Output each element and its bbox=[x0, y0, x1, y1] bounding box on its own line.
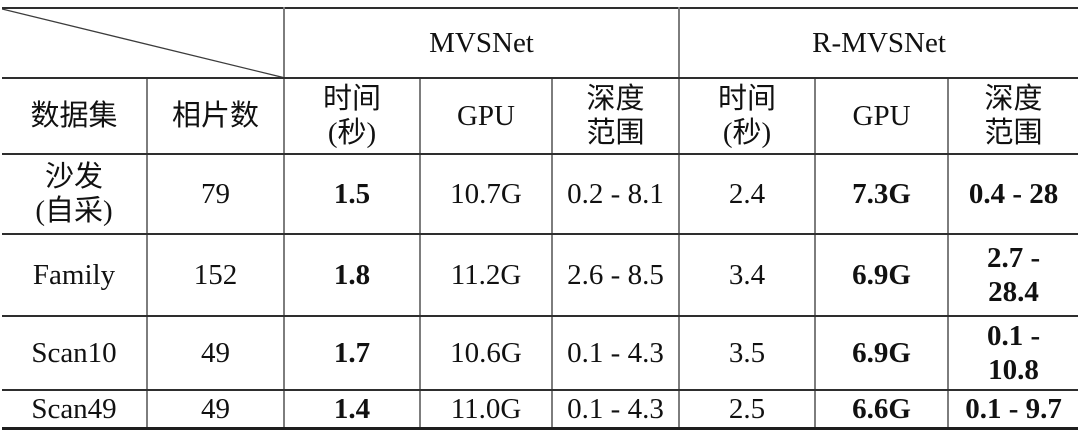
table-row-sofa: 沙发 (自采) 79 1.5 10.7G 0.2 - 8.1 2.4 7.3G … bbox=[2, 153, 1079, 236]
col-header-time-mvsnet: 时间 (秒) bbox=[283, 77, 421, 156]
mvsnet-comparison-table: MVSNet R-MVSNet 数据集 相片数 时间 (秒) GPU 深度 范围… bbox=[2, 6, 1079, 430]
mvsnet-time-cell: 1.7 bbox=[283, 315, 421, 392]
rmvsnet-gpu-cell: 6.9G bbox=[814, 233, 950, 318]
mvsnet-time-cell: 1.4 bbox=[283, 389, 421, 430]
mvsnet-depth-cell: 0.1 - 4.3 bbox=[550, 389, 681, 430]
col-header-depth-rmvsnet: 深度 范围 bbox=[947, 77, 1079, 156]
row-label-cell: Family bbox=[2, 233, 148, 318]
col-header-gpu-rmvsnet: GPU bbox=[814, 77, 950, 156]
col-header-dataset: 数据集 bbox=[2, 77, 148, 156]
rmvsnet-depth-cell: 0.4 - 28 bbox=[947, 153, 1079, 236]
mvsnet-time-cell: 1.8 bbox=[283, 233, 421, 318]
photo-count-cell: 49 bbox=[146, 389, 285, 430]
mvsnet-time-cell: 1.5 bbox=[283, 153, 421, 236]
comparison-table-container: MVSNet R-MVSNet 数据集 相片数 时间 (秒) GPU 深度 范围… bbox=[2, 6, 1079, 430]
col-header-time-rmvsnet: 时间 (秒) bbox=[678, 77, 817, 156]
group-header-row: MVSNet R-MVSNet bbox=[2, 6, 1079, 80]
group-header-mvsnet: MVSNet bbox=[282, 6, 681, 80]
mvsnet-gpu-cell: 10.6G bbox=[419, 315, 553, 392]
rmvsnet-gpu-cell: 6.9G bbox=[814, 315, 950, 392]
mvsnet-depth-cell: 0.1 - 4.3 bbox=[550, 315, 681, 392]
table-row-scan10: Scan10 49 1.7 10.6G 0.1 - 4.3 3.5 6.9G 0… bbox=[2, 315, 1079, 392]
rmvsnet-gpu-cell: 6.6G bbox=[814, 389, 950, 430]
rmvsnet-time-cell: 2.4 bbox=[678, 153, 817, 236]
col-header-depth-mvsnet: 深度 范围 bbox=[550, 77, 681, 156]
row-label-cell: 沙发 (自采) bbox=[2, 153, 148, 236]
rmvsnet-time-cell: 3.4 bbox=[678, 233, 817, 318]
photo-count-cell: 152 bbox=[146, 233, 285, 318]
mvsnet-gpu-cell: 10.7G bbox=[419, 153, 553, 236]
mvsnet-gpu-cell: 11.2G bbox=[419, 233, 553, 318]
rmvsnet-time-cell: 3.5 bbox=[678, 315, 817, 392]
corner-cell bbox=[2, 6, 285, 80]
mvsnet-depth-cell: 2.6 - 8.5 bbox=[550, 233, 681, 318]
mvsnet-depth-cell: 0.2 - 8.1 bbox=[550, 153, 681, 236]
rmvsnet-time-cell: 2.5 bbox=[678, 389, 817, 430]
col-header-gpu-mvsnet: GPU bbox=[419, 77, 553, 156]
group-header-rmvsnet: R-MVSNet bbox=[678, 6, 1079, 80]
rmvsnet-gpu-cell: 7.3G bbox=[814, 153, 950, 236]
row-label-cell: Scan10 bbox=[2, 315, 148, 392]
rmvsnet-depth-cell: 0.1 - 9.7 bbox=[947, 389, 1079, 430]
mvsnet-gpu-cell: 11.0G bbox=[419, 389, 553, 430]
table-row-scan49: Scan49 49 1.4 11.0G 0.1 - 4.3 2.5 6.6G 0… bbox=[2, 389, 1079, 430]
rmvsnet-depth-cell: 0.1 - 10.8 bbox=[947, 315, 1079, 392]
rmvsnet-depth-cell: 2.7 - 28.4 bbox=[947, 233, 1079, 318]
diagonal-line-icon bbox=[2, 9, 283, 77]
photo-count-cell: 79 bbox=[146, 153, 285, 236]
row-label-cell: Scan49 bbox=[2, 389, 148, 430]
photo-count-cell: 49 bbox=[146, 315, 285, 392]
col-header-photo-count: 相片数 bbox=[146, 77, 285, 156]
table-row-family: Family 152 1.8 11.2G 2.6 - 8.5 3.4 6.9G … bbox=[2, 233, 1079, 318]
column-header-row: 数据集 相片数 时间 (秒) GPU 深度 范围 时间 (秒) GPU 深度 范… bbox=[2, 77, 1079, 156]
